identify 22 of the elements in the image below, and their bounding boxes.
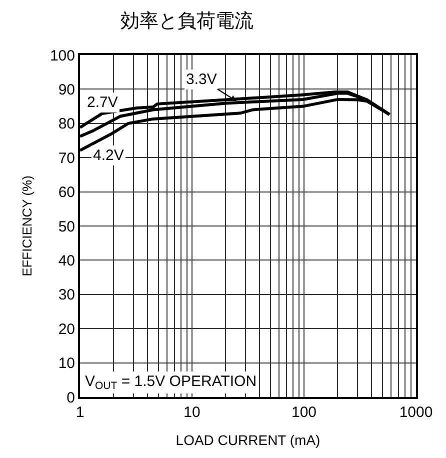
x-tick-label: 1000: [399, 404, 433, 421]
x-axis-title: LOAD CURRENT (mA): [176, 432, 320, 448]
annotation: 3.3V: [186, 71, 217, 88]
y-tick-label: 40: [58, 252, 75, 270]
x-tick-label: 1: [76, 404, 84, 421]
x-tick-label: 100: [291, 404, 317, 421]
annotation: 4.2V: [93, 147, 124, 164]
annotation: 2.7V: [87, 94, 118, 111]
y-tick-label: 50: [58, 218, 75, 236]
y-tick-label: 70: [58, 150, 75, 167]
y-tick-label: 20: [58, 320, 75, 338]
y-tick-label: 0: [66, 389, 75, 406]
y-tick-label: 10: [58, 355, 75, 372]
y-tick-label: 60: [58, 184, 75, 202]
x-tick-label: 10: [184, 404, 200, 421]
y-tick-label: 90: [58, 81, 75, 98]
y-axis-title: EFFICIENCY (%): [19, 176, 34, 276]
annotation: V$_{OUT}$ = 1.5V OPERATION: [85, 373, 257, 392]
y-tick-label: 100: [50, 47, 75, 64]
y-tick-label: 80: [58, 116, 75, 133]
chart-title: 効率と負荷電流: [120, 10, 254, 32]
y-tick-label: 30: [58, 286, 75, 304]
